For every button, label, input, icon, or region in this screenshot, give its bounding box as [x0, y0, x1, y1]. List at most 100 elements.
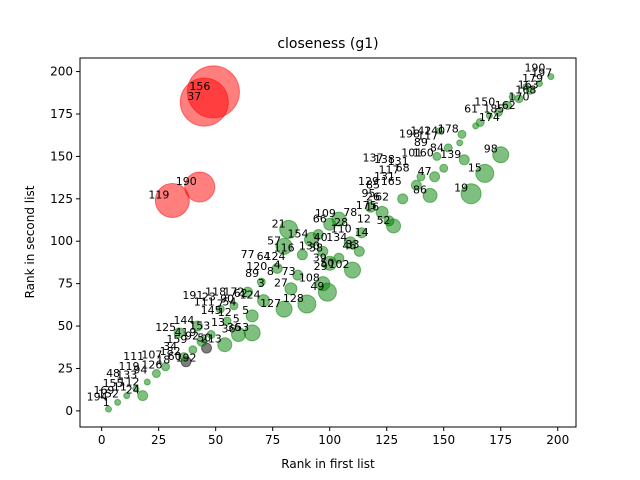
point-label: 111 [194, 296, 215, 309]
point-label: 9 [189, 326, 196, 339]
axes-frame [79, 57, 577, 428]
point-label: 131 [374, 170, 395, 183]
y-tick-label: 25 [58, 361, 73, 375]
point-label: 185 [483, 102, 504, 115]
x-tick-label: 150 [432, 433, 455, 447]
data-point [353, 245, 365, 257]
point-label: 128 [283, 292, 304, 305]
data-point [279, 219, 299, 239]
point-label: 137 [363, 151, 384, 164]
point-label: 78 [343, 206, 357, 219]
data-point [429, 171, 441, 183]
data-point [151, 369, 161, 379]
point-label: 111 [123, 350, 144, 363]
data-point [416, 172, 426, 182]
x-tick-label: 100 [318, 433, 341, 447]
point-label: 192 [176, 352, 197, 365]
point-label: 33 [346, 238, 360, 251]
data-point [343, 236, 357, 250]
point-label: 117 [379, 163, 400, 176]
point-label: 133 [116, 369, 137, 382]
point-label: 138 [374, 153, 395, 166]
data-markers [105, 65, 555, 413]
data-point [333, 252, 345, 264]
point-label: 140 [424, 124, 445, 137]
point-labels: 1563719011998151913986475216102394910812… [87, 62, 553, 409]
chart-title: closeness (g1) [277, 36, 378, 52]
data-point [296, 249, 308, 261]
point-label: 26 [366, 191, 380, 204]
point-label: 145 [201, 304, 222, 317]
data-point [503, 101, 513, 111]
data-point [475, 163, 495, 183]
point-label: 156 [189, 80, 210, 93]
point-label: 90 [220, 292, 234, 305]
data-point [485, 112, 493, 120]
point-label: 85 [366, 179, 380, 192]
point-label: 12 [218, 306, 232, 319]
x-tick-label: 75 [265, 433, 280, 447]
point-label: 4 [274, 258, 281, 271]
point-label: 13 [211, 316, 225, 329]
data-point [123, 392, 131, 400]
data-point [365, 201, 377, 213]
point-label: 119 [148, 189, 169, 202]
point-label: 155 [103, 377, 124, 390]
data-point [271, 262, 283, 274]
data-point [191, 320, 203, 332]
point-label: 89 [414, 136, 428, 149]
point-label: 52 [377, 214, 391, 227]
point-label: 139 [440, 148, 461, 161]
point-label: 124 [264, 250, 285, 263]
point-label: 102 [329, 258, 350, 271]
x-axis-label: Rank in first list [281, 457, 375, 471]
point-label: 3 [258, 277, 265, 290]
point-label: 28 [334, 216, 348, 229]
point-label: 18 [156, 353, 170, 366]
x-tick-label: 175 [489, 433, 512, 447]
point-label: 89 [245, 267, 259, 280]
point-label: 68 [396, 162, 410, 175]
point-label: 8 [267, 265, 274, 278]
point-label: 37 [187, 90, 201, 103]
data-point [422, 187, 438, 203]
point-label: 160 [413, 146, 434, 159]
point-label: 118 [205, 286, 226, 299]
point-label: 84 [430, 141, 444, 154]
point-label: 61 [464, 102, 478, 115]
point-label: 179 [522, 72, 543, 85]
y-tick-label: 150 [50, 149, 73, 163]
data-point [547, 73, 555, 81]
x-tick-label: 50 [208, 433, 223, 447]
point-label: 152 [98, 387, 119, 400]
point-label: 109 [315, 207, 336, 220]
point-label: 126 [141, 358, 162, 371]
point-label: 24 [126, 384, 140, 397]
point-label: 130 [299, 239, 320, 252]
data-point [242, 286, 254, 298]
data-point [217, 337, 233, 353]
point-label: 21 [272, 217, 286, 230]
y-tick-label: 50 [58, 319, 73, 333]
data-point [222, 316, 232, 326]
data-point [229, 301, 239, 311]
point-label: 124 [240, 289, 261, 302]
data-point [173, 327, 185, 339]
point-label: 112 [119, 375, 140, 388]
point-label: 86 [413, 183, 427, 196]
data-point [188, 345, 198, 355]
data-point [132, 385, 140, 393]
data-point [397, 193, 409, 205]
data-point [256, 277, 266, 287]
point-label: 170 [508, 90, 529, 103]
data-point [105, 405, 113, 413]
point-label: 7 [217, 297, 224, 310]
data-point [245, 309, 259, 323]
point-label: 125 [155, 321, 176, 334]
data-point [230, 327, 246, 343]
point-label: 159 [166, 333, 187, 346]
point-label: 174 [479, 111, 500, 124]
point-label: 154 [287, 228, 308, 241]
point-label: 36 [221, 323, 235, 336]
data-point [184, 171, 216, 203]
